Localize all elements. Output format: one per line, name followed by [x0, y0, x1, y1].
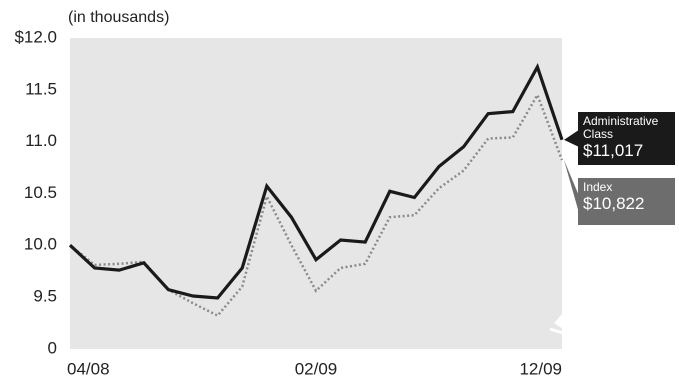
series-line: [69, 92, 564, 318]
callout: Administrative Class $11,017: [578, 112, 675, 165]
y-tick-label: $12.0: [14, 27, 57, 46]
value-label: $10,822: [583, 194, 645, 213]
x-tick-label: 12/09: [519, 359, 562, 378]
callout-pointer: [564, 130, 578, 147]
y-tick-label: 10.0: [24, 235, 57, 254]
y-tick-label: 0: [48, 338, 57, 357]
x-tick-label: 02/09: [295, 359, 338, 378]
series-line: [68, 63, 564, 300]
legend-label: Index: [583, 180, 613, 194]
y-tick-label: 11.5: [25, 79, 57, 98]
x-tick-label: 04/08: [67, 359, 110, 378]
value-label: $11,017: [583, 141, 644, 160]
callout: Index $10,822: [578, 178, 675, 225]
legend-label: Administrative Class: [583, 114, 659, 141]
plot-background: [70, 38, 562, 349]
axis-break: [554, 313, 563, 329]
y-tick-label: 11.0: [25, 131, 57, 150]
callout-pointer: [564, 160, 578, 210]
y-tick-label: 10.5: [24, 183, 57, 202]
axis-break: [549, 327, 564, 335]
y-tick-label: 9.5: [33, 286, 57, 305]
chart-subtitle: (in thousands): [68, 9, 169, 26]
